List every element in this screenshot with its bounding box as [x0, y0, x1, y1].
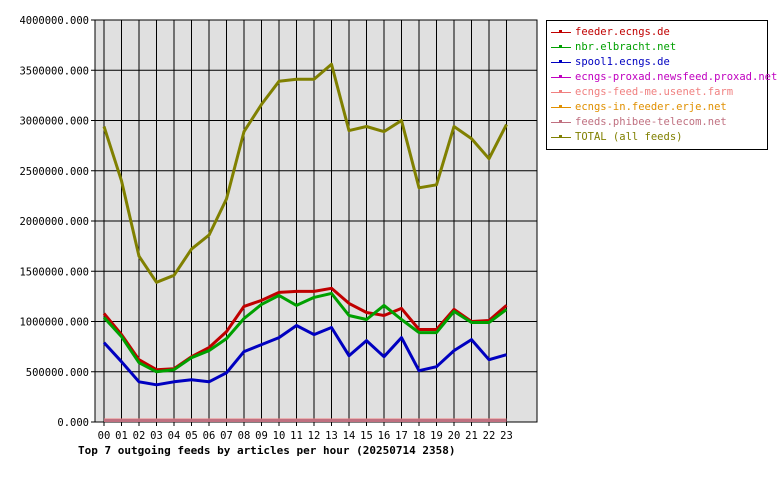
x-tick-label: 22 — [483, 430, 496, 442]
x-tick-label: 17 — [395, 430, 408, 442]
y-tick-label: 1000000.000 — [19, 317, 89, 329]
x-tick-label: 20 — [448, 430, 461, 442]
y-tick-label: 0.000 — [57, 417, 89, 429]
x-tick-label: 01 — [115, 430, 128, 442]
y-axis-ticks: 0.000 500000.000 1000000.000 1500000.000 200… — [19, 15, 89, 429]
y-tick-label: 2500000.000 — [19, 166, 89, 178]
y-tick-label: 500000.000 — [26, 367, 89, 379]
series-line — [102, 62, 508, 284]
legend-marker — [559, 30, 562, 33]
legend-label: ecngs-feed-me.usenet.farm — [575, 86, 734, 98]
y-tick-label: 3500000.000 — [19, 65, 89, 77]
x-tick-label: 11 — [290, 430, 303, 442]
x-tick-label: 15 — [360, 430, 373, 442]
legend-label: feeder.ecngs.de — [575, 26, 670, 38]
y-tick-label: 3000000.000 — [19, 116, 89, 128]
x-tick-label: 07 — [220, 430, 233, 442]
x-tick-label: 06 — [203, 430, 216, 442]
x-tick-label: 10 — [273, 430, 286, 442]
chart-title: Top 7 outgoing feeds by articles per hou… — [78, 444, 456, 457]
y-tick-label: 1500000.000 — [19, 266, 89, 278]
legend-label: TOTAL (all feeds) — [575, 131, 683, 143]
legend-marker — [559, 90, 562, 93]
series-line — [102, 291, 508, 374]
x-tick-label: 19 — [430, 430, 443, 442]
legend: feeder.ecngs.de nbr.elbracht.net spool1.ec… — [546, 20, 777, 150]
x-tick-label: 02 — [133, 430, 146, 442]
legend-marker — [559, 120, 562, 123]
x-tick-label: 03 — [150, 430, 163, 442]
legend-marker — [559, 45, 562, 48]
x-axis-ticks: 00 01 02 03 04 05 06 07 08 09 10 11 12 13 14 15 16 17 18 19… — [98, 430, 513, 442]
legend-marker — [559, 105, 562, 108]
y-tick-label: 4000000.000 — [19, 15, 89, 27]
x-tick-label: 21 — [465, 430, 478, 442]
x-tick-label: 04 — [168, 430, 181, 442]
x-tick-label: 14 — [343, 430, 356, 442]
series-lines — [102, 62, 508, 422]
x-tick-label: 08 — [238, 430, 251, 442]
series-line — [102, 324, 507, 387]
x-tick-label: 05 — [185, 430, 198, 442]
legend-marker — [559, 75, 562, 78]
legend-label: ecngs-in.feeder.erje.net — [575, 101, 727, 113]
x-tick-label: 13 — [325, 430, 338, 442]
x-tick-label: 18 — [413, 430, 426, 442]
x-tick-label: 00 — [98, 430, 111, 442]
legend-marker — [559, 135, 562, 138]
legend-label: ecngs-proxad.newsfeed.proxad.net — [575, 71, 778, 83]
legend-label: spool1.ecngs.de — [575, 56, 670, 68]
legend-marker — [559, 60, 562, 63]
x-tick-label: 12 — [308, 430, 321, 442]
legend-label: nbr.elbracht.net — [575, 41, 677, 53]
x-tick-label: 23 — [500, 430, 513, 442]
x-tick-label: 09 — [255, 430, 268, 442]
x-tick-label: 16 — [378, 430, 391, 442]
y-tick-label: 2000000.000 — [19, 216, 89, 228]
legend-label: feeds.phibee-telecom.net — [575, 116, 727, 128]
